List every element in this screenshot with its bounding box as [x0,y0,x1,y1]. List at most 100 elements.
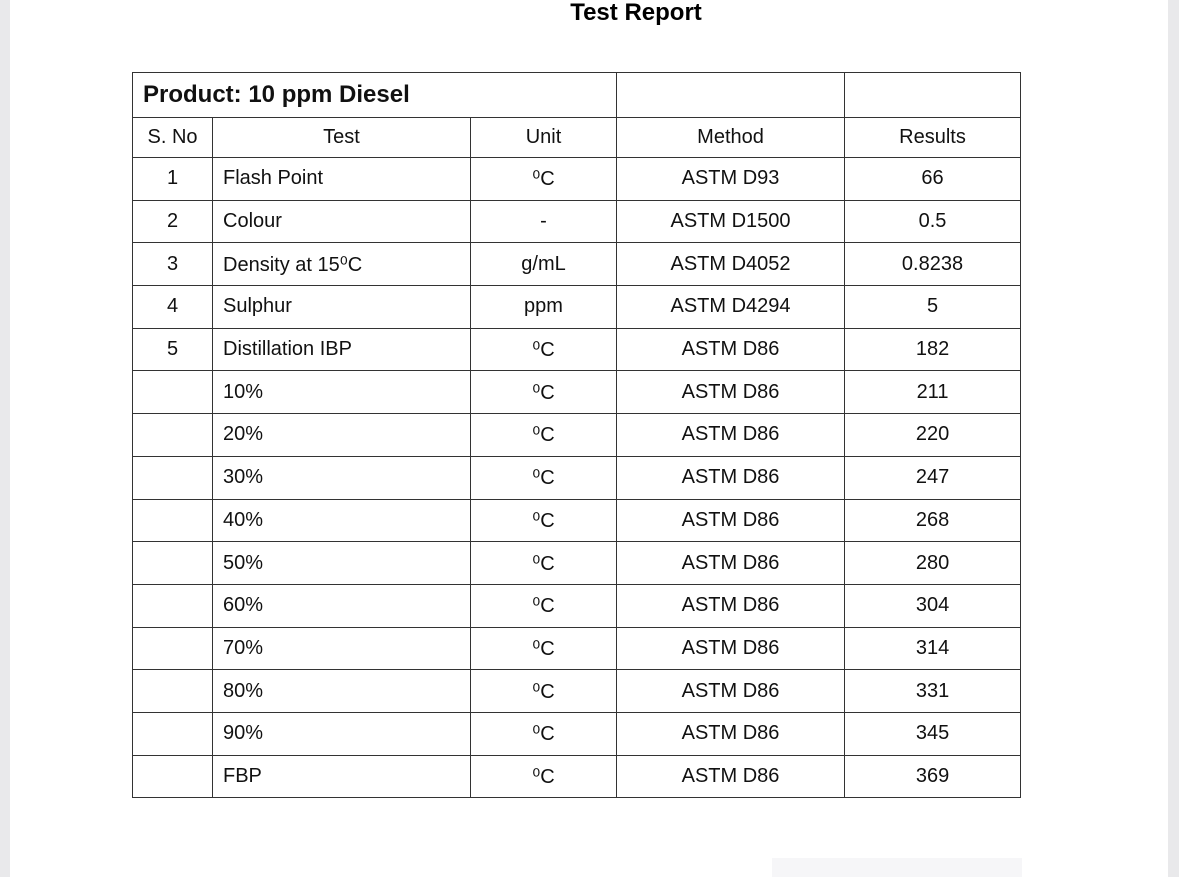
test-cell: 80% [212,669,471,713]
test-cell: 70% [212,626,471,671]
data-row: 80% ⁰C ASTM D86 331 [132,669,1022,713]
data-row: 60% ⁰C ASTM D86 304 [132,583,1022,628]
unit-cell: ⁰C [469,711,618,756]
product-row: Product: 10 ppm Diesel [131,72,1022,118]
result-cell: 0.5 [844,199,1022,244]
no-cell [132,626,213,671]
header-row: S. No Test Unit Method Results [132,117,1022,158]
test-cell: Sulphur [212,285,471,329]
data-row: FBP ⁰C ASTM D86 369 [132,754,1022,799]
data-row: 10% ⁰C ASTM D86 211 [132,370,1022,415]
empty-cell [844,72,1022,118]
data-row: 1 Flash Point ⁰C ASTM D93 66 [132,157,1022,201]
no-cell [132,669,213,713]
unit-cell: ⁰C [469,583,618,628]
empty-cell [616,72,846,118]
no-cell [132,370,213,415]
column-header: Test [212,117,471,158]
test-cell: Distillation IBP [212,327,471,372]
page: Test Report Product: 10 ppm Diesel S. No… [10,0,1168,877]
no-cell [132,541,213,585]
result-cell: 211 [844,370,1022,415]
method-cell: ASTM D86 [616,583,846,628]
table-body: Product: 10 ppm Diesel S. No Test Unit Meth… [131,72,1022,799]
result-cell: 0.8238 [844,242,1022,287]
result-cell: 182 [844,327,1022,372]
data-row: 2 Colour - ASTM D1500 0.5 [132,199,1022,244]
column-header: S. No [132,117,213,158]
product-cell: Product: 10 ppm Diesel [131,72,618,118]
method-cell: ASTM D4052 [616,242,846,287]
no-cell [132,498,213,543]
no-cell: 1 [132,157,213,201]
method-cell: ASTM D4294 [616,285,846,329]
no-cell [132,413,213,457]
unit-cell: ⁰C [469,498,618,543]
method-cell: ASTM D93 [616,157,846,201]
unit-cell: ppm [469,285,618,329]
unit-cell: - [469,199,618,244]
unit-cell: ⁰C [469,413,618,457]
result-cell: 369 [844,754,1022,799]
no-cell: 3 [132,242,213,287]
method-cell: ASTM D86 [616,498,846,543]
result-cell: 331 [844,669,1022,713]
report-title: Test Report [570,0,702,26]
data-row: 90% ⁰C ASTM D86 345 [132,711,1022,756]
test-cell: 10% [212,370,471,415]
method-cell: ASTM D86 [616,455,846,500]
column-header: Results [844,117,1022,158]
column-header: Method [616,117,846,158]
report-table: Product: 10 ppm Diesel S. No Test Unit Meth… [131,72,1022,799]
test-cell: 90% [212,711,471,756]
test-cell: 60% [212,583,471,628]
data-row: 5 Distillation IBP ⁰C ASTM D86 182 [132,327,1022,372]
test-cell: 50% [212,541,471,585]
result-cell: 314 [844,626,1022,671]
unit-cell: ⁰C [469,626,618,671]
result-cell: 66 [844,157,1022,201]
no-cell: 2 [132,199,213,244]
no-cell [132,711,213,756]
test-cell: FBP [212,754,471,799]
data-row: 50% ⁰C ASTM D86 280 [132,541,1022,585]
method-cell: ASTM D86 [616,669,846,713]
test-cell: Colour [212,199,471,244]
data-row: 30% ⁰C ASTM D86 247 [132,455,1022,500]
test-cell: Flash Point [212,157,471,201]
method-cell: ASTM D86 [616,626,846,671]
method-cell: ASTM D86 [616,754,846,799]
result-cell: 268 [844,498,1022,543]
test-cell: 40% [212,498,471,543]
unit-cell: ⁰C [469,370,618,415]
unit-cell: g/mL [469,242,618,287]
method-cell: ASTM D86 [616,327,846,372]
method-cell: ASTM D86 [616,370,846,415]
column-header: Unit [469,117,618,158]
test-cell: Density at 15⁰C [212,242,471,287]
result-cell: 247 [844,455,1022,500]
data-row: 70% ⁰C ASTM D86 314 [132,626,1022,671]
method-cell: ASTM D86 [616,711,846,756]
no-cell: 4 [132,285,213,329]
result-cell: 5 [844,285,1022,329]
method-cell: ASTM D1500 [616,199,846,244]
page-shadow [772,858,1022,877]
no-cell [132,583,213,628]
result-cell: 280 [844,541,1022,585]
result-cell: 304 [844,583,1022,628]
result-cell: 220 [844,413,1022,457]
method-cell: ASTM D86 [616,541,846,585]
no-cell [132,754,213,799]
method-cell: ASTM D86 [616,413,846,457]
unit-cell: ⁰C [469,327,618,372]
data-row: 3 Density at 15⁰C g/mL ASTM D4052 0.8238 [132,242,1022,287]
no-cell [132,455,213,500]
unit-cell: ⁰C [469,754,618,799]
test-cell: 30% [212,455,471,500]
unit-cell: ⁰C [469,541,618,585]
unit-cell: ⁰C [469,455,618,500]
data-row: 4 Sulphur ppm ASTM D4294 5 [132,285,1022,329]
result-cell: 345 [844,711,1022,756]
